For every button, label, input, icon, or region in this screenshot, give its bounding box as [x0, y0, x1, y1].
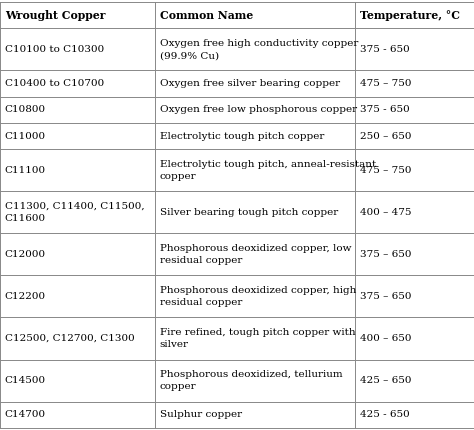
Text: 425 - 650: 425 - 650	[360, 410, 410, 419]
Text: copper: copper	[160, 172, 196, 181]
Text: C12500, C12700, C1300: C12500, C12700, C1300	[5, 334, 135, 343]
Text: C11600: C11600	[5, 214, 46, 223]
Text: Oxygen free silver bearing copper: Oxygen free silver bearing copper	[160, 79, 340, 88]
Text: Electrolytic tough pitch copper: Electrolytic tough pitch copper	[160, 132, 324, 141]
Text: C10100 to C10300: C10100 to C10300	[5, 45, 104, 54]
Text: residual copper: residual copper	[160, 256, 242, 265]
Text: 375 - 650: 375 - 650	[360, 105, 410, 114]
Text: C12200: C12200	[5, 292, 46, 301]
Text: Silver bearing tough pitch copper: Silver bearing tough pitch copper	[160, 208, 338, 217]
Text: (99.9% Cu): (99.9% Cu)	[160, 51, 219, 60]
Text: 375 – 650: 375 – 650	[360, 250, 411, 259]
Text: 475 – 750: 475 – 750	[360, 79, 411, 88]
Text: C12000: C12000	[5, 250, 46, 259]
Text: silver: silver	[160, 340, 189, 349]
Text: C11100: C11100	[5, 166, 46, 175]
Text: 400 – 650: 400 – 650	[360, 334, 411, 343]
Text: C10800: C10800	[5, 105, 46, 114]
Text: C11000: C11000	[5, 132, 46, 141]
Text: 425 – 650: 425 – 650	[360, 376, 411, 385]
Text: Wrought Copper: Wrought Copper	[5, 10, 105, 21]
Text: Oxygen free high conductivity copper: Oxygen free high conductivity copper	[160, 39, 358, 48]
Text: 375 – 650: 375 – 650	[360, 292, 411, 301]
Text: 475 – 750: 475 – 750	[360, 166, 411, 175]
Text: Sulphur copper: Sulphur copper	[160, 410, 242, 419]
Text: Phosphorous deoxidized, tellurium: Phosphorous deoxidized, tellurium	[160, 370, 342, 379]
Text: copper: copper	[160, 382, 196, 391]
Text: C10400 to C10700: C10400 to C10700	[5, 79, 104, 88]
Text: 250 – 650: 250 – 650	[360, 132, 411, 141]
Text: Fire refined, tough pitch copper with: Fire refined, tough pitch copper with	[160, 328, 356, 337]
Text: Oxygen free low phosphorous copper: Oxygen free low phosphorous copper	[160, 105, 357, 114]
Text: Temperature, °C: Temperature, °C	[360, 10, 460, 21]
Text: C14500: C14500	[5, 376, 46, 385]
Text: Phosphorous deoxidized copper, low: Phosphorous deoxidized copper, low	[160, 244, 351, 253]
Text: Common Name: Common Name	[160, 10, 253, 21]
Text: Electrolytic tough pitch, anneal-resistant: Electrolytic tough pitch, anneal-resista…	[160, 160, 376, 169]
Text: C11300, C11400, C11500,: C11300, C11400, C11500,	[5, 202, 145, 211]
Text: Phosphorous deoxidized copper, high: Phosphorous deoxidized copper, high	[160, 286, 356, 295]
Text: residual copper: residual copper	[160, 298, 242, 307]
Text: 375 - 650: 375 - 650	[360, 45, 410, 54]
Text: 400 – 475: 400 – 475	[360, 208, 411, 217]
Text: C14700: C14700	[5, 410, 46, 419]
